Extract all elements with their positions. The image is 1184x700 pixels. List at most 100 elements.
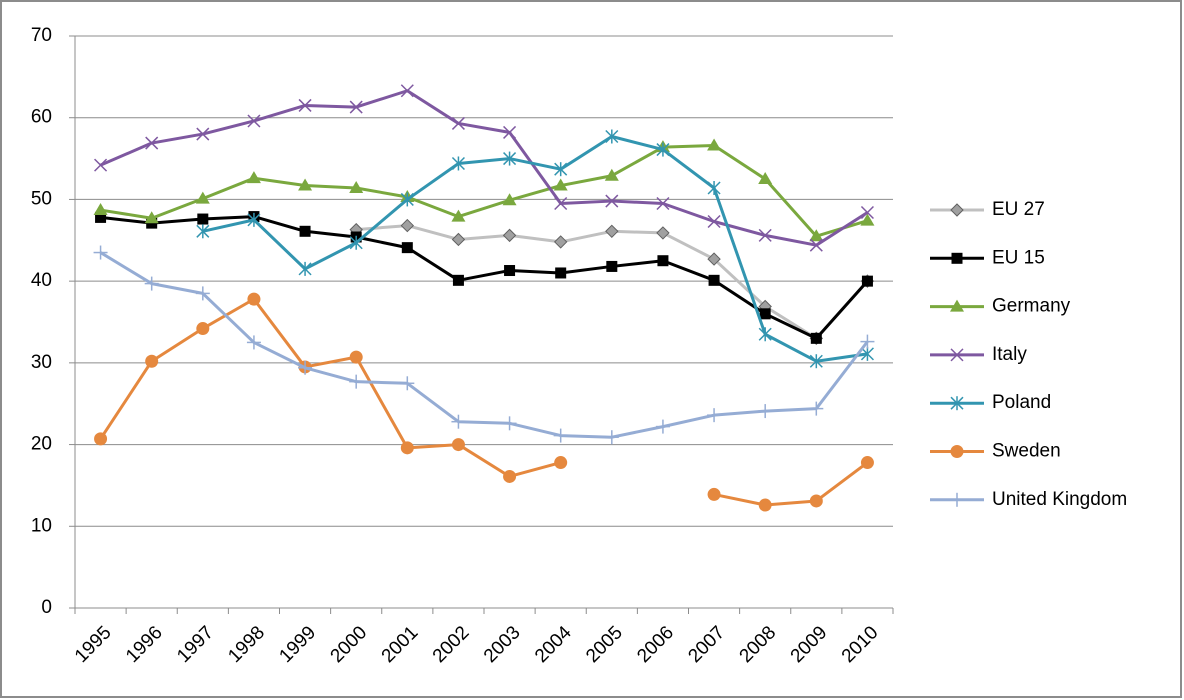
- legend-marker: [950, 492, 964, 507]
- y-tick-label: 70: [31, 25, 52, 46]
- marker: [758, 228, 772, 242]
- marker-shape: [860, 456, 874, 470]
- marker: [196, 127, 210, 141]
- marker-shape: [605, 224, 619, 239]
- marker: [298, 360, 313, 375]
- marker-shape: [145, 354, 159, 368]
- marker: [554, 196, 568, 211]
- marker: [809, 238, 823, 252]
- marker: [554, 162, 568, 177]
- marker: [93, 203, 108, 216]
- y-tick-label: 40: [31, 270, 52, 291]
- marker: [145, 136, 159, 150]
- marker: [195, 191, 210, 204]
- marker-shape: [247, 114, 261, 128]
- legend-label: Sweden: [992, 441, 1061, 462]
- marker: [451, 232, 466, 247]
- marker: [246, 171, 261, 184]
- marker: [451, 116, 465, 130]
- legend-label: Poland: [992, 392, 1051, 413]
- marker: [298, 98, 312, 112]
- marker: [810, 332, 822, 344]
- y-tick-label: 20: [31, 434, 52, 455]
- marker: [400, 84, 414, 98]
- marker: [707, 252, 721, 266]
- marker: [451, 438, 465, 452]
- marker: [503, 469, 517, 483]
- marker: [451, 414, 466, 429]
- marker-shape: [861, 275, 873, 287]
- marker-shape: [451, 232, 466, 247]
- legend-marker: [950, 299, 964, 312]
- legend-marker: [950, 348, 964, 362]
- marker: [94, 158, 108, 172]
- series-line: [100, 143, 868, 238]
- y-tick-label: 50: [31, 188, 52, 209]
- marker: [197, 213, 209, 225]
- marker-shape: [555, 267, 567, 279]
- marker: [247, 212, 261, 227]
- marker: [553, 178, 568, 191]
- marker-shape: [401, 242, 413, 254]
- marker: [503, 151, 517, 166]
- series-line: [99, 251, 869, 439]
- marker-shape: [554, 196, 568, 211]
- legend-label: Italy: [992, 344, 1027, 365]
- marker: [860, 205, 874, 220]
- marker: [349, 374, 364, 389]
- marker-shape: [809, 238, 823, 252]
- marker: [759, 308, 771, 320]
- marker-shape: [145, 136, 159, 150]
- legend-label: EU 15: [992, 247, 1045, 268]
- y-tick-label: 10: [31, 515, 52, 536]
- legend-label: United Kingdom: [992, 489, 1127, 510]
- marker: [860, 334, 875, 349]
- series-line: [100, 215, 869, 340]
- marker: [758, 327, 772, 342]
- marker-shape: [349, 100, 363, 114]
- marker: [451, 156, 465, 171]
- marker: [707, 180, 721, 195]
- marker: [707, 487, 721, 501]
- marker-shape: [144, 211, 159, 224]
- marker-shape: [94, 432, 108, 446]
- marker-shape: [299, 225, 311, 237]
- marker: [452, 274, 464, 286]
- marker-shape: [349, 350, 363, 364]
- marker: [400, 441, 414, 455]
- marker: [144, 211, 159, 224]
- marker: [553, 428, 568, 443]
- marker: [605, 224, 619, 239]
- marker-shape: [950, 348, 964, 362]
- marker: [298, 261, 312, 276]
- marker: [195, 286, 210, 301]
- marker: [95, 211, 107, 223]
- marker: [349, 350, 363, 364]
- marker-shape: [95, 211, 107, 223]
- marker-shape: [451, 116, 465, 130]
- marker-shape: [707, 138, 722, 151]
- marker: [93, 245, 108, 260]
- marker: [502, 416, 517, 431]
- marker: [758, 498, 772, 512]
- legend-label: Germany: [992, 296, 1071, 317]
- marker: [349, 180, 364, 193]
- legend-marker: [950, 445, 964, 458]
- legend-marker: [950, 203, 964, 217]
- marker-shape: [810, 332, 822, 344]
- marker: [502, 193, 517, 206]
- marker: [860, 213, 875, 226]
- marker-shape: [606, 260, 618, 272]
- marker: [196, 322, 210, 336]
- marker: [349, 235, 363, 250]
- marker: [349, 100, 363, 114]
- marker: [809, 494, 823, 508]
- marker-shape: [349, 180, 364, 193]
- marker: [604, 168, 619, 181]
- marker: [604, 430, 619, 445]
- marker: [451, 209, 466, 222]
- marker-shape: [657, 255, 669, 267]
- marker-shape: [759, 308, 771, 320]
- marker: [247, 114, 261, 128]
- marker-shape: [247, 292, 261, 306]
